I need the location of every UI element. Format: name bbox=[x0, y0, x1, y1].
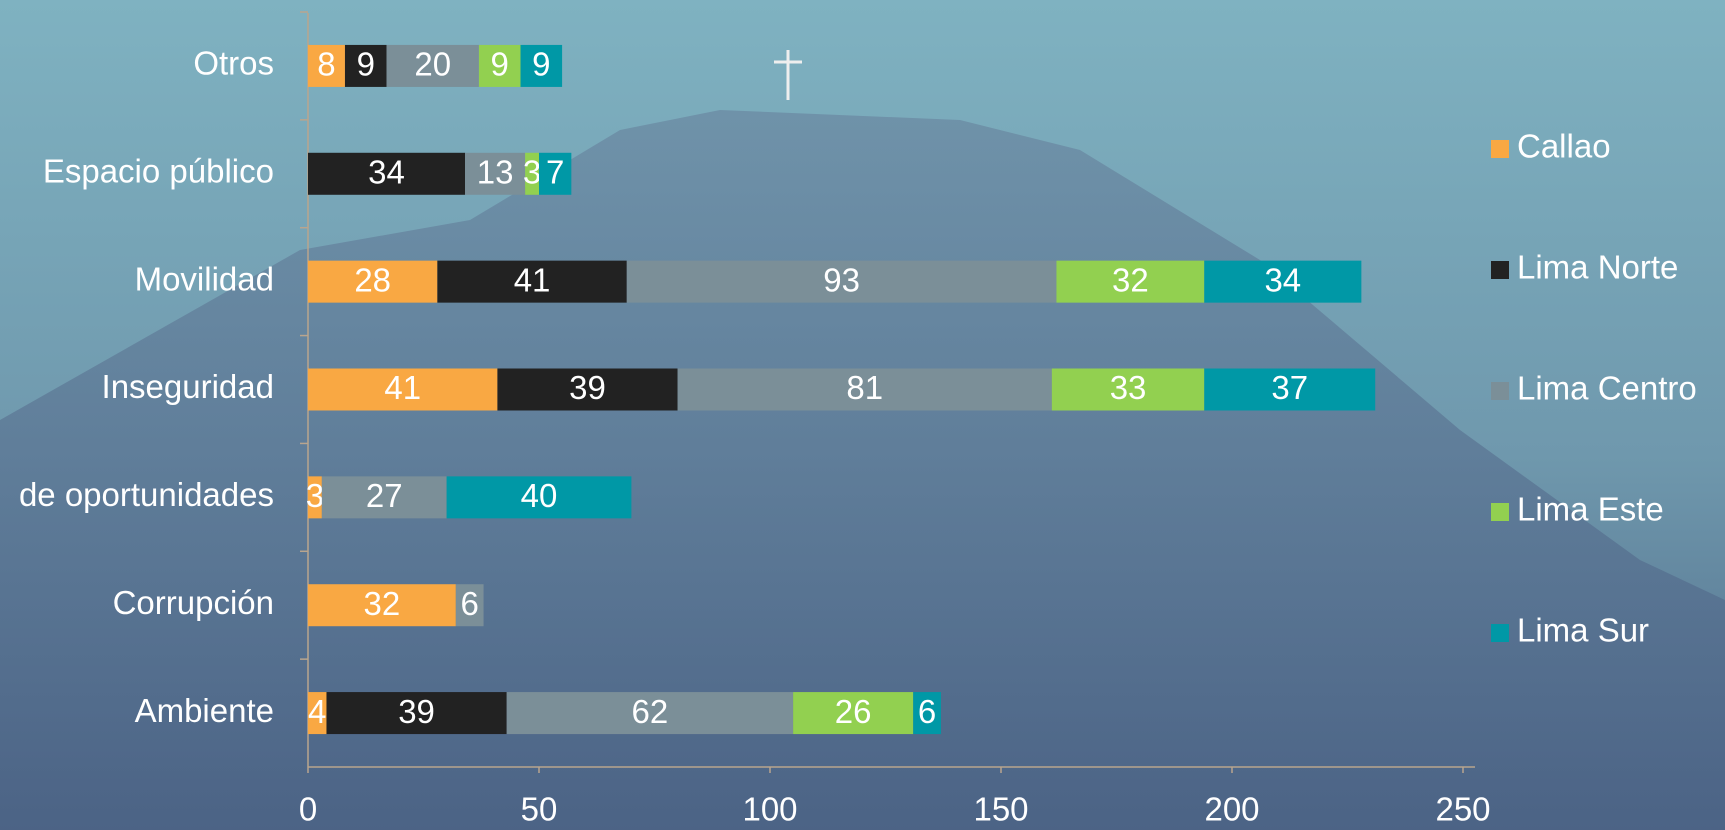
x-tick-label: 0 bbox=[299, 791, 317, 828]
legend-label: Callao bbox=[1517, 128, 1611, 165]
bar-segment bbox=[793, 692, 914, 735]
bar-segment bbox=[520, 44, 563, 87]
bar-segment bbox=[626, 260, 1057, 303]
bar-segment bbox=[308, 584, 456, 627]
y-tick-label: Otros bbox=[193, 45, 274, 82]
y-tick-label: de oportunidades bbox=[19, 476, 274, 513]
x-tick-label: 200 bbox=[1204, 791, 1259, 828]
legend-swatch bbox=[1491, 503, 1509, 521]
legend-label: Lima Sur bbox=[1517, 612, 1649, 649]
data-label: 9 bbox=[491, 46, 509, 83]
legend-swatch bbox=[1491, 382, 1509, 400]
y-tick-label: Corrupción bbox=[113, 584, 274, 621]
data-label: 34 bbox=[368, 154, 405, 191]
bar-segment bbox=[455, 584, 484, 627]
data-label: 41 bbox=[384, 369, 421, 406]
data-label: 81 bbox=[846, 369, 883, 406]
data-label: 40 bbox=[521, 477, 558, 514]
data-label: 28 bbox=[354, 261, 391, 298]
bar-segment bbox=[478, 44, 521, 87]
legend-label: Lima Norte bbox=[1517, 249, 1678, 286]
legend-swatch bbox=[1491, 624, 1509, 642]
bar-segment bbox=[326, 692, 507, 735]
bar-segment bbox=[1051, 368, 1205, 411]
y-tick-label: Inseguridad bbox=[102, 368, 274, 405]
bar-segment bbox=[321, 476, 447, 519]
data-label: 9 bbox=[532, 46, 550, 83]
data-label: 32 bbox=[364, 585, 401, 622]
bar-segment bbox=[308, 260, 438, 303]
data-label: 27 bbox=[366, 477, 403, 514]
y-tick-label: Espacio público bbox=[43, 153, 274, 190]
bar-segment bbox=[913, 692, 941, 735]
data-label: 41 bbox=[514, 261, 551, 298]
bar-segment bbox=[525, 152, 539, 195]
bar-segment bbox=[437, 260, 627, 303]
bar-segment bbox=[344, 44, 387, 87]
bar-segment bbox=[1204, 260, 1362, 303]
data-label: 93 bbox=[823, 261, 860, 298]
data-label: 26 bbox=[835, 693, 872, 730]
data-label: 34 bbox=[1264, 261, 1301, 298]
data-label: 39 bbox=[569, 369, 606, 406]
bar-segment bbox=[539, 152, 572, 195]
data-label: 39 bbox=[398, 693, 435, 730]
data-label: 9 bbox=[357, 46, 375, 83]
bar-segment bbox=[308, 368, 498, 411]
data-label: 32 bbox=[1112, 261, 1149, 298]
bar-segment bbox=[386, 44, 479, 87]
bar-segment bbox=[308, 476, 322, 519]
bar-segment bbox=[465, 152, 526, 195]
data-label: 8 bbox=[317, 46, 335, 83]
x-tick-label: 50 bbox=[521, 791, 558, 828]
legend-label: Lima Este bbox=[1517, 491, 1664, 528]
bar-segment bbox=[677, 368, 1052, 411]
y-tick-label: Ambiente bbox=[135, 692, 274, 729]
data-label: 7 bbox=[546, 154, 564, 191]
data-label: 20 bbox=[414, 46, 451, 83]
y-tick-label: Movilidad bbox=[135, 260, 274, 297]
bar-segment bbox=[446, 476, 632, 519]
data-label: 13 bbox=[477, 154, 514, 191]
legend-label: Lima Centro bbox=[1517, 370, 1697, 407]
data-label: 37 bbox=[1271, 369, 1308, 406]
bar-segment bbox=[308, 152, 466, 195]
legend-swatch bbox=[1491, 261, 1509, 279]
data-label: 3 bbox=[523, 154, 541, 191]
data-label: 6 bbox=[918, 693, 936, 730]
x-tick-label: 150 bbox=[973, 791, 1028, 828]
data-label: 62 bbox=[632, 693, 669, 730]
x-tick-label: 100 bbox=[742, 791, 797, 828]
data-label: 6 bbox=[461, 585, 479, 622]
legend-swatch bbox=[1491, 140, 1509, 158]
x-tick-label: 250 bbox=[1435, 791, 1490, 828]
bar-segment bbox=[308, 692, 327, 735]
bar-segment bbox=[506, 692, 794, 735]
bar-segment bbox=[1056, 260, 1205, 303]
data-label: 3 bbox=[306, 477, 324, 514]
bar-segment bbox=[497, 368, 678, 411]
data-label: 4 bbox=[308, 693, 326, 730]
bar-segment bbox=[308, 44, 345, 87]
bar-segment bbox=[1204, 368, 1376, 411]
data-label: 33 bbox=[1110, 369, 1147, 406]
